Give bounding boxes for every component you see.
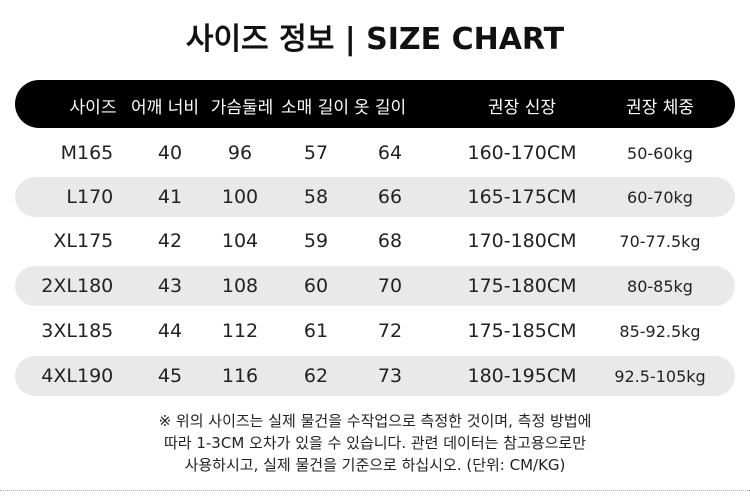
length-value: 64 [377,142,403,164]
shoulder-value: 41 [157,186,183,208]
note: ※ 위의 사이즈는 실제 물건을 수작업으로 측정한 것이며, 측정 방법에 따… [0,410,750,476]
header-height: 권장 신장 [488,98,556,118]
size-number: 170 [77,186,114,208]
weight-value: 92.5-105kg [614,367,706,386]
table-row: 3XL 185 44 112 61 72 175-185CM 85-92.5kg [15,311,735,351]
weight-value: 60-70kg [627,188,693,207]
length-value: 73 [377,365,403,387]
sleeve-value: 57 [303,142,329,164]
weight-value: 85-92.5kg [619,322,701,341]
header-size: 사이즈 [69,98,117,118]
chest-value: 104 [221,230,259,252]
size-label: 3XL [41,320,77,342]
size-label: L [66,186,77,208]
height-value: 170-180CM [467,230,577,252]
table-row: L 170 41 100 58 66 165-175CM 60-70kg [15,177,735,217]
header-chest: 가슴둘레 [210,98,274,118]
note-line: ※ 위의 사이즈는 실제 물건을 수작업으로 측정한 것이며, 측정 방법에 [158,412,592,430]
height-value: 175-180CM [467,275,577,297]
header-weight: 권장 체중 [626,98,694,118]
size-number: 185 [77,320,114,342]
height-value: 160-170CM [467,142,577,164]
height-value: 175-185CM [467,320,577,342]
shoulder-value: 40 [157,142,183,164]
height-value: 180-195CM [467,365,577,387]
page-title: 사이즈 정보 | SIZE CHART [185,22,565,57]
chest-value: 96 [227,142,253,164]
note-line: 사용하시고, 실제 물건을 기준으로 하십시오. (단위: CM/KG) [184,456,566,474]
shoulder-value: 45 [157,365,183,387]
weight-value: 80-85kg [627,277,693,296]
table-row: 2XL 180 43 108 60 70 175-180CM 80-85kg [15,266,735,306]
length-value: 66 [377,186,403,208]
chest-value: 116 [221,365,259,387]
length-value: 68 [377,230,403,252]
sleeve-value: 60 [303,275,329,297]
chest-value: 108 [221,275,259,297]
size-number: 190 [77,365,114,387]
table-row: M 165 40 96 57 64 160-170CM 50-60kg [15,133,735,173]
weight-value: 70-77.5kg [619,232,701,251]
size-label: 4XL [41,365,77,387]
header-sleeve: 소매 길이 [281,98,349,118]
shoulder-value: 44 [157,320,183,342]
shoulder-value: 42 [157,230,183,252]
sleeve-value: 62 [303,365,329,387]
divider [0,490,750,491]
weight-value: 50-60kg [627,144,693,163]
length-value: 72 [377,320,403,342]
note-line: 따라 1-3CM 오차가 있을 수 있습니다. 관련 데이터는 참고용으로만 [163,434,587,452]
size-label: 2XL [41,275,77,297]
table-row: XL 175 42 104 59 68 170-180CM 70-77.5kg [15,221,735,261]
chest-value: 100 [221,186,259,208]
table-header: 사이즈 어깨 너비 가슴둘레 소매 길이 옷 길이 권장 신장 권장 체중 [15,80,735,128]
sleeve-value: 58 [303,186,329,208]
size-number: 180 [77,275,114,297]
header-shoulder: 어깨 너비 [131,98,199,118]
chest-value: 112 [221,320,259,342]
header-length: 옷 길이 [353,98,407,118]
size-number: 165 [77,142,114,164]
size-label: XL [53,230,77,252]
table-row: 4XL 190 45 116 62 73 180-195CM 92.5-105k… [15,356,735,396]
sleeve-value: 61 [303,320,329,342]
sleeve-value: 59 [303,230,329,252]
length-value: 70 [377,275,403,297]
size-label: M [60,142,77,164]
shoulder-value: 43 [157,275,183,297]
height-value: 165-175CM [467,186,577,208]
size-number: 175 [77,230,114,252]
